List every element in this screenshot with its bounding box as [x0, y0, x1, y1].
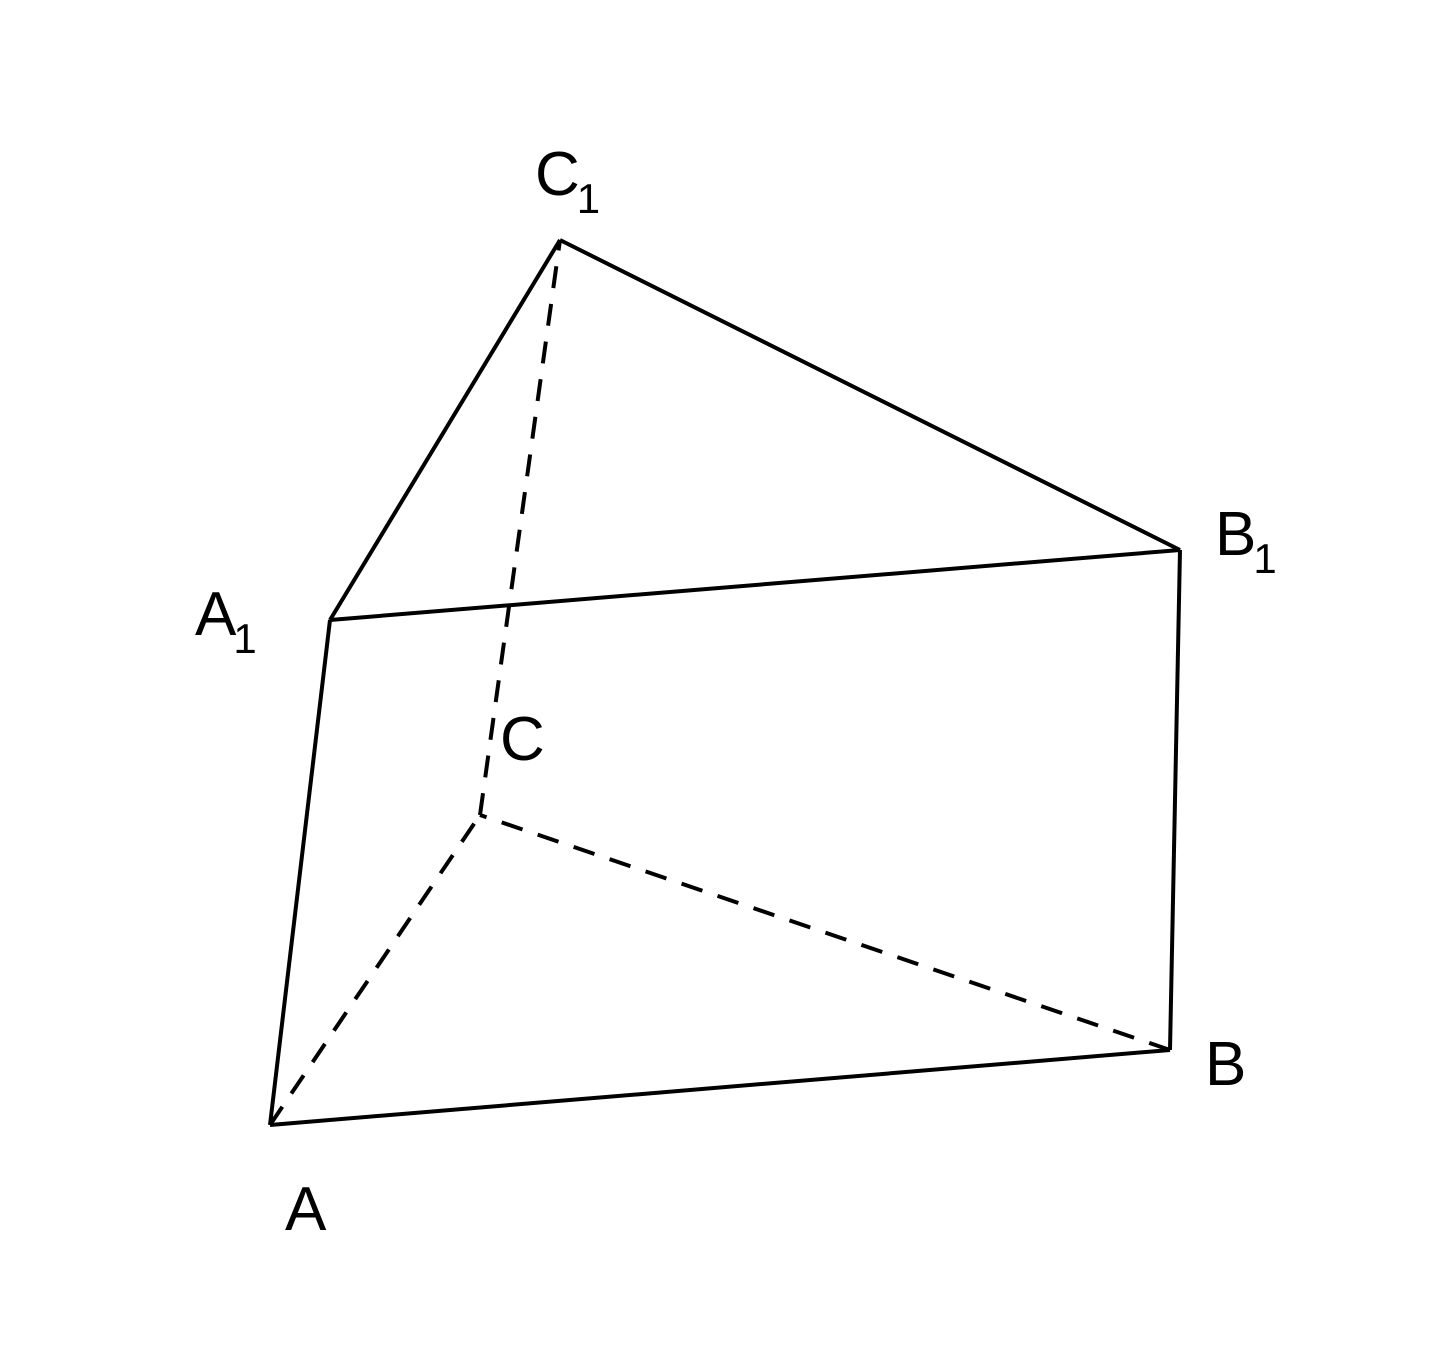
- triangular-prism-diagram: ABCA1B1C1: [0, 0, 1448, 1359]
- prism-edges: [270, 240, 1180, 1125]
- edge-B-B1: [1170, 550, 1180, 1050]
- label-B: B: [1205, 1030, 1246, 1099]
- edge-B1-C1: [560, 240, 1180, 550]
- label-A1: A1: [195, 580, 257, 662]
- edge-B-C: [480, 815, 1170, 1050]
- vertex-labels: ABCA1B1C1: [195, 140, 1277, 1244]
- label-A: A: [285, 1175, 327, 1244]
- edge-A-B: [270, 1050, 1170, 1125]
- label-C-base: C: [500, 705, 545, 774]
- label-C: C: [500, 705, 545, 774]
- label-B1: B1: [1215, 500, 1277, 582]
- edge-A1-B1: [330, 550, 1180, 620]
- label-B-base: B: [1205, 1030, 1246, 1099]
- label-B1-sub: 1: [1253, 535, 1276, 582]
- label-B1-base: B: [1215, 500, 1256, 569]
- label-C1-sub: 1: [577, 175, 600, 222]
- label-C1-base: C: [535, 140, 580, 209]
- label-A1-sub: 1: [233, 615, 256, 662]
- label-A1-base: A: [195, 580, 237, 649]
- label-C1: C1: [535, 140, 600, 222]
- edge-A1-C1: [330, 240, 560, 620]
- label-A-base: A: [285, 1175, 327, 1244]
